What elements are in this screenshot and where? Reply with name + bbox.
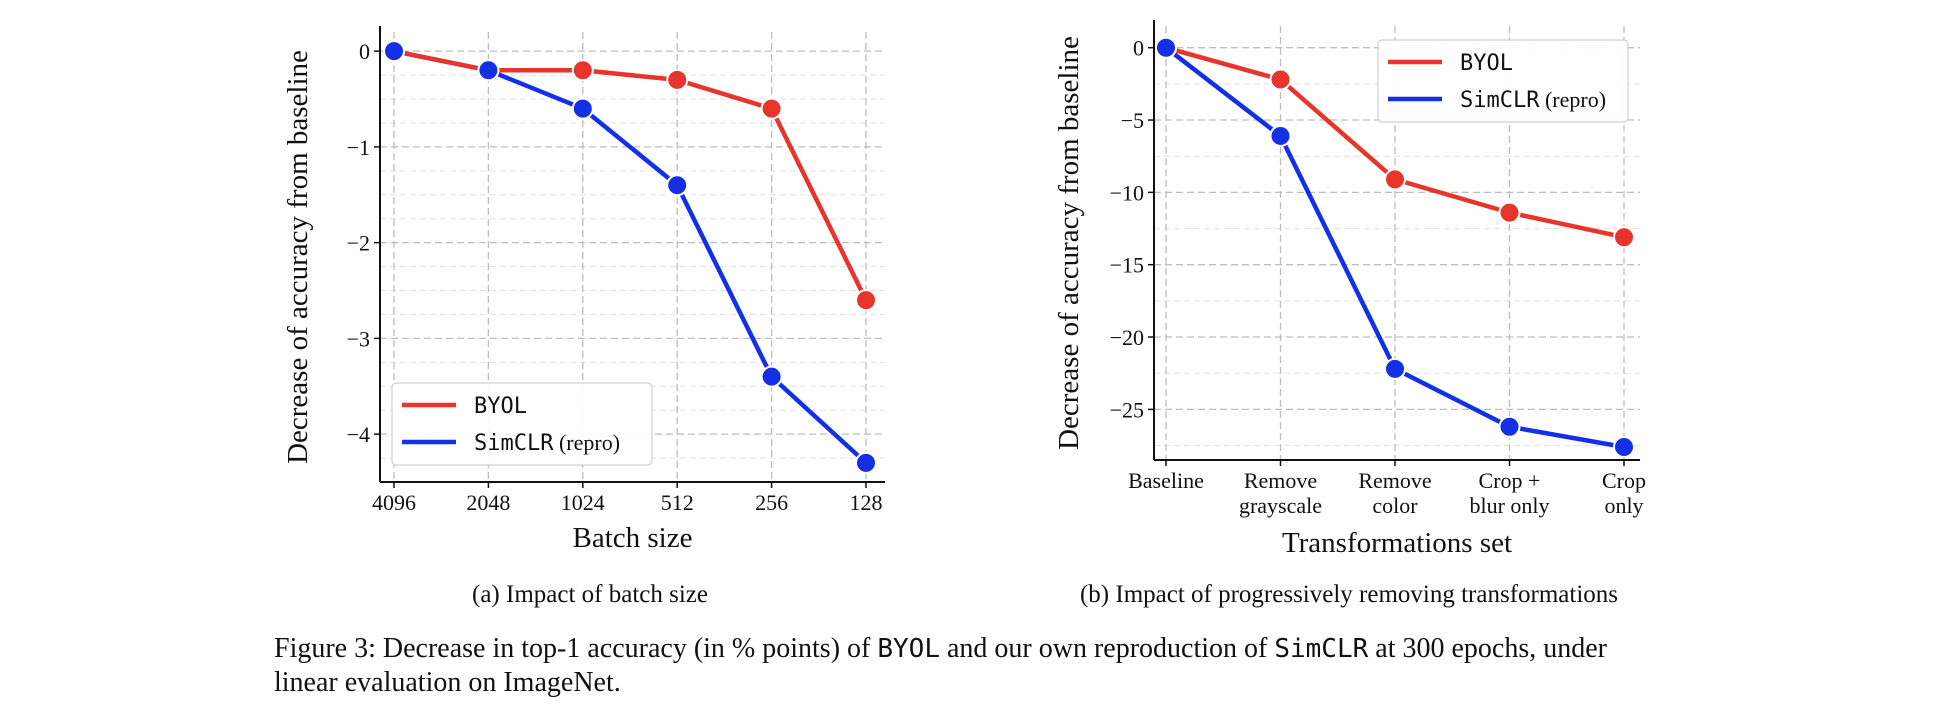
y-tick-label: −3	[347, 326, 370, 351]
legend: BYOL SimCLR (repro)	[391, 382, 653, 466]
legend-label-suffix: (repro)	[1539, 87, 1606, 112]
figure-caption-text-1: Decrease in top-1 accuracy (in % points)…	[382, 633, 871, 664]
data-point-simclr-repro-	[571, 97, 594, 120]
data-point-byol	[1613, 226, 1635, 249]
x-tick-label: Remove grayscale	[1239, 468, 1322, 518]
y-tick-label: 0	[359, 39, 370, 64]
x-tick-label-line: Remove	[1244, 468, 1317, 493]
x-tick-label-line: grayscale	[1239, 493, 1322, 518]
data-point-byol	[571, 59, 594, 82]
legend-label-code: SimCLR	[474, 431, 554, 456]
y-tick-label: −1	[347, 135, 370, 160]
figure-caption-label: Figure 3:	[274, 633, 376, 664]
x-tick-label: 4096	[372, 490, 416, 515]
legend: BYOL SimCLR (repro)	[1377, 39, 1629, 123]
data-point-byol	[1498, 201, 1521, 224]
figure-caption-byol: BYOL	[877, 634, 940, 664]
figure-caption: Figure 3: Decrease in top-1 accuracy (in…	[274, 632, 1674, 700]
chart-batch-size: 0 −1 −2 −3 −4 4096 2048 1024 512 256 128 Batch size…	[282, 26, 885, 608]
data-point-simclr-repro-	[1498, 415, 1521, 438]
legend-label: BYOL	[474, 394, 527, 419]
x-tick-label-line: Remove	[1358, 468, 1431, 493]
legend-label: SimCLR (repro)	[474, 430, 620, 456]
data-point-simclr-repro-	[666, 174, 689, 197]
subfigure-caption: (b) Impact of progressively removing tra…	[1080, 581, 1618, 608]
data-point-simclr-repro-	[1384, 357, 1406, 380]
y-axis-label: Decrease of accuracy from baseline	[282, 50, 314, 464]
legend-label-suffix: (repro)	[553, 430, 620, 455]
series-line-byol	[393, 48, 869, 302]
data-point-byol	[760, 97, 783, 120]
x-tick-label-line: Crop +	[1479, 468, 1541, 493]
y-tick-label: −5	[1121, 108, 1144, 133]
x-tick-label-line: Crop	[1602, 468, 1646, 493]
subfigure-caption: (a) Impact of batch size	[472, 581, 708, 608]
data-point-simclr-repro-	[855, 451, 877, 474]
legend-label-code: BYOL	[474, 394, 527, 419]
x-tick-label-line: only	[1604, 493, 1643, 518]
y-axis-label: Decrease of accuracy from baseline	[1053, 36, 1085, 450]
x-tick-label: 512	[661, 490, 694, 515]
x-tick-label: 1024	[561, 490, 605, 515]
x-tick-label: Baseline	[1128, 468, 1204, 493]
data-point-byol	[666, 68, 689, 91]
x-tick-label: Remove color	[1358, 468, 1431, 518]
x-tick-label-line: color	[1372, 493, 1418, 518]
data-point-byol	[1384, 168, 1406, 191]
y-tick-label: −2	[347, 231, 370, 256]
y-tick-label: −10	[1110, 180, 1144, 205]
x-tick-label-line: Baseline	[1128, 468, 1204, 493]
data-point-simclr-repro-	[383, 40, 405, 63]
legend-label: BYOL	[1460, 51, 1513, 76]
data-point-simclr-repro-	[760, 365, 783, 388]
x-tick-label: Crop only	[1602, 468, 1646, 518]
data-point-byol	[1269, 68, 1292, 91]
x-tick-label: 128	[850, 490, 883, 515]
x-tick-label-line: blur only	[1469, 493, 1549, 518]
x-tick-label: Crop + blur only	[1469, 468, 1549, 518]
y-tick-label: −25	[1110, 397, 1144, 422]
figure-caption-simclr: SimCLR	[1274, 634, 1369, 664]
legend-label-code: BYOL	[1460, 51, 1513, 76]
figure-caption-text-3: at 300 epochs, under linear evaluation o…	[274, 633, 1607, 698]
legend-box	[391, 382, 653, 466]
x-tick-label: 256	[755, 490, 788, 515]
y-tick-label: −20	[1110, 325, 1144, 350]
data-point-simclr-repro-	[1613, 435, 1635, 458]
legend-label: SimCLR (repro)	[1460, 87, 1606, 113]
x-axis-label: Batch size	[573, 522, 693, 554]
data-point-simclr-repro-	[1269, 124, 1292, 147]
figure-caption-text-2: and our own reproduction of	[946, 633, 1268, 664]
data-point-simclr-repro-	[477, 59, 500, 82]
y-tick-label: −15	[1110, 253, 1144, 278]
data-point-byol	[855, 289, 877, 312]
x-tick-label: 2048	[466, 490, 510, 515]
x-axis-label: Transformations set	[1282, 527, 1512, 559]
legend-label-code: SimCLR	[1460, 88, 1540, 113]
y-tick-label: 0	[1133, 36, 1144, 61]
y-tick-label: −4	[347, 422, 370, 447]
data-point-simclr-repro-	[1155, 36, 1177, 59]
